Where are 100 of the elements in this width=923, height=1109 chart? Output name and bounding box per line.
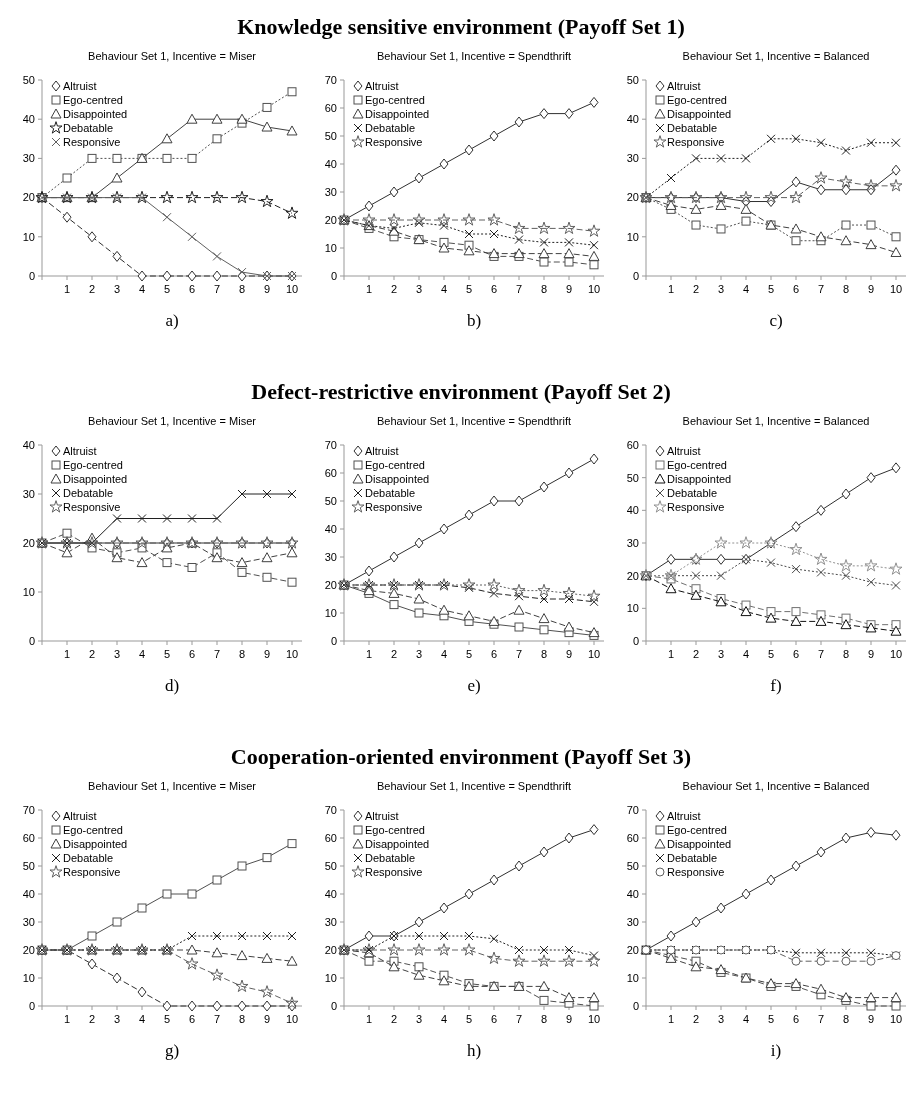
x-tick-label: 3 bbox=[113, 648, 121, 660]
text: b) bbox=[466, 311, 482, 330]
y-tick-label: 60 bbox=[626, 438, 639, 451]
x-tick-label: 5 bbox=[767, 1013, 775, 1025]
x-tick-label: 5 bbox=[465, 283, 473, 295]
x-tick-label: 4 bbox=[440, 283, 448, 295]
x-tick-label: 6 bbox=[490, 1013, 498, 1025]
y-tick-label: 70 bbox=[324, 803, 337, 816]
x-tick-label: 6 bbox=[188, 648, 196, 660]
chart-subtitle: Behaviour Set 1, Incentive = Balanced bbox=[682, 780, 870, 792]
y-tick-label: 10 bbox=[626, 971, 639, 984]
legend-label: Debatable bbox=[667, 851, 718, 864]
legend-label: Responsive bbox=[63, 500, 121, 513]
x-tick-label: 2 bbox=[88, 283, 96, 295]
x-tick-label: 8 bbox=[842, 1013, 850, 1025]
x-tick-label: 10 bbox=[587, 648, 601, 660]
y-tick-label: 0 bbox=[330, 269, 337, 282]
x-tick-label: 7 bbox=[515, 648, 523, 660]
x-tick-label: 3 bbox=[113, 1013, 121, 1025]
x-tick-label: 5 bbox=[465, 648, 473, 660]
legend-label: Debatable bbox=[667, 121, 718, 134]
x-tick-label: 3 bbox=[415, 648, 423, 660]
x-tick-label: 4 bbox=[742, 283, 750, 295]
legend-label: Responsive bbox=[365, 135, 423, 148]
x-tick-label: 9 bbox=[263, 648, 271, 660]
y-tick-label: 30 bbox=[626, 915, 639, 928]
legend-label: Responsive bbox=[63, 135, 121, 148]
legend-label: Ego-centred bbox=[63, 93, 123, 106]
x-tick-label: 2 bbox=[692, 1013, 700, 1025]
x-tick-label: 8 bbox=[842, 648, 850, 660]
x-tick-label: 4 bbox=[742, 1013, 750, 1025]
y-tick-label: 0 bbox=[632, 634, 639, 647]
legend-label: Disappointed bbox=[667, 472, 732, 485]
y-tick-label: 60 bbox=[324, 831, 337, 844]
legend-label: Responsive bbox=[667, 135, 725, 148]
legend-label: Altruist bbox=[667, 79, 701, 92]
y-tick-label: 10 bbox=[324, 241, 337, 254]
legend-label: Debatable bbox=[365, 121, 416, 134]
legend-label: Disappointed bbox=[365, 472, 430, 485]
x-tick-label: 8 bbox=[238, 648, 246, 660]
x-tick-label: 4 bbox=[742, 648, 750, 660]
x-tick-label: 8 bbox=[540, 283, 548, 295]
x-tick-label: 10 bbox=[587, 1013, 601, 1025]
y-tick-label: 70 bbox=[324, 73, 337, 86]
y-tick-label: 10 bbox=[324, 971, 337, 984]
x-tick-label: 2 bbox=[88, 648, 96, 660]
y-tick-label: 20 bbox=[22, 943, 35, 956]
legend-label: Altruist bbox=[667, 444, 701, 457]
x-tick-label: 3 bbox=[415, 283, 423, 295]
y-tick-label: 50 bbox=[626, 73, 639, 86]
legend-label: Ego-centred bbox=[365, 823, 425, 836]
y-tick-label: 40 bbox=[626, 113, 639, 126]
legend-label: Disappointed bbox=[365, 107, 430, 120]
y-tick-label: 20 bbox=[324, 213, 337, 226]
y-tick-label: 70 bbox=[324, 438, 337, 451]
text: h) bbox=[466, 1041, 482, 1060]
x-tick-label: 1 bbox=[667, 648, 675, 660]
x-tick-label: 9 bbox=[867, 1013, 875, 1025]
y-tick-label: 40 bbox=[22, 113, 35, 126]
x-tick-label: 8 bbox=[540, 1013, 548, 1025]
x-tick-label: 8 bbox=[842, 283, 850, 295]
y-tick-label: 20 bbox=[324, 578, 337, 591]
y-tick-label: 40 bbox=[324, 887, 337, 900]
y-tick-label: 0 bbox=[330, 634, 337, 647]
text: g) bbox=[164, 1041, 180, 1060]
y-tick-label: 40 bbox=[626, 504, 639, 517]
y-tick-label: 20 bbox=[324, 943, 337, 956]
legend-label: Responsive bbox=[667, 865, 725, 878]
y-tick-label: 20 bbox=[22, 536, 35, 549]
x-tick-label: 5 bbox=[163, 648, 171, 660]
legend-label: Ego-centred bbox=[667, 458, 727, 471]
legend-label: Altruist bbox=[63, 444, 97, 457]
x-tick-label: 1 bbox=[667, 283, 675, 295]
legend-label: Responsive bbox=[63, 865, 121, 878]
chart-subtitle: Behaviour Set 1, Incentive = Spendthrift bbox=[376, 50, 572, 62]
legend-label: Ego-centred bbox=[667, 93, 727, 106]
x-tick-label: 10 bbox=[285, 648, 299, 660]
chart-title: Knowledge sensitive environment (Payoff Set 1) bbox=[237, 14, 685, 39]
y-tick-label: 0 bbox=[28, 269, 35, 282]
legend-label: Ego-centred bbox=[365, 93, 425, 106]
y-tick-label: 60 bbox=[22, 831, 35, 844]
legend-label: Altruist bbox=[667, 809, 701, 822]
legend-label: Ego-centred bbox=[667, 823, 727, 836]
y-tick-label: 40 bbox=[324, 157, 337, 170]
x-tick-label: 2 bbox=[390, 648, 398, 660]
y-tick-label: 20 bbox=[626, 569, 639, 582]
chart-title: Defect-restrictive environment (Payoff Set 2) bbox=[251, 379, 671, 404]
y-tick-label: 50 bbox=[22, 859, 35, 872]
chart-subtitle: Behaviour Set 1, Incentive = Miser bbox=[88, 780, 257, 792]
x-tick-label: 4 bbox=[440, 648, 448, 660]
x-tick-label: 5 bbox=[465, 1013, 473, 1025]
x-tick-label: 3 bbox=[113, 283, 121, 295]
y-tick-label: 30 bbox=[22, 152, 35, 165]
x-tick-label: 7 bbox=[817, 283, 825, 295]
y-tick-label: 0 bbox=[28, 634, 35, 647]
x-tick-label: 10 bbox=[889, 648, 903, 660]
x-tick-label: 6 bbox=[792, 648, 800, 660]
x-tick-label: 10 bbox=[889, 1013, 903, 1025]
y-tick-label: 10 bbox=[626, 230, 639, 243]
legend-label: Ego-centred bbox=[365, 458, 425, 471]
